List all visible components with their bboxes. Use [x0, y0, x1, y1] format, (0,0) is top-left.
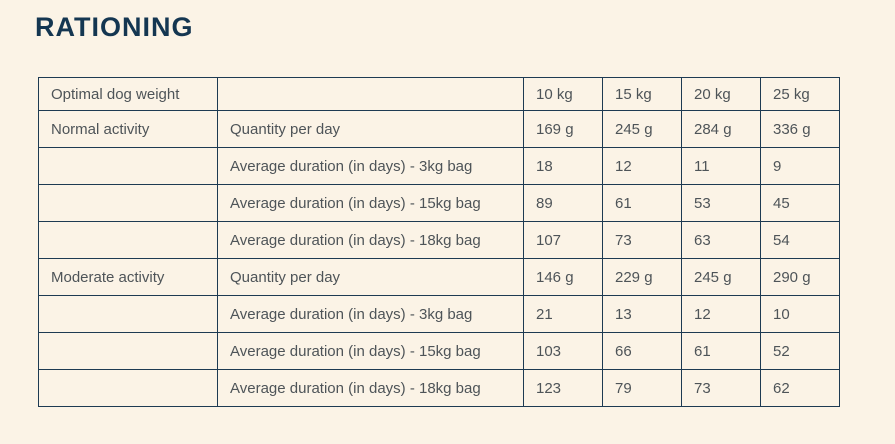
table-value-cell: 89: [523, 184, 603, 222]
table-value-cell: 73: [681, 369, 761, 407]
table-row: Average duration (in days) - 3kg bag 18 12…: [38, 147, 840, 185]
rationing-table-body: Optimal dog weight 10 kg 15 kg 20 kg 25 kg No…: [38, 77, 840, 407]
table-value-cell: 61: [602, 184, 682, 222]
table-value-cell: 54: [760, 221, 840, 259]
table-value-cell: 20 kg: [681, 77, 761, 111]
table-row: Average duration (in days) - 3kg bag 21 13…: [38, 295, 840, 333]
table-label-cell: Quantity per day: [217, 258, 524, 296]
table-label-cell: [38, 221, 218, 259]
table-value-cell: 63: [681, 221, 761, 259]
table-row: Average duration (in days) - 15kg bag 103…: [38, 332, 840, 370]
table-label-cell: Average duration (in days) - 3kg bag: [217, 147, 524, 185]
page-title: RATIONING: [35, 12, 194, 42]
table-row: Moderate activity Quantity per day 146 g 22…: [38, 258, 840, 296]
table-value-cell: 107: [523, 221, 603, 259]
table-value-cell: 66: [602, 332, 682, 370]
table-value-cell: 103: [523, 332, 603, 370]
table-label-cell: Average duration (in days) - 15kg bag: [217, 332, 524, 370]
table-label-cell: [38, 369, 218, 407]
table-value-cell: 13: [602, 295, 682, 333]
table-value-cell: 284 g: [681, 110, 761, 148]
table-label-cell: Quantity per day: [217, 110, 524, 148]
table-label-cell: Average duration (in days) - 3kg bag: [217, 295, 524, 333]
table-value-cell: 290 g: [760, 258, 840, 296]
table-value-cell: 45: [760, 184, 840, 222]
table-row: Normal activity Quantity per day 169 g 245 …: [38, 110, 840, 148]
table-value-cell: 169 g: [523, 110, 603, 148]
table-value-cell: 25 kg: [760, 77, 840, 111]
table-value-cell: 15 kg: [602, 77, 682, 111]
table-value-cell: 12: [681, 295, 761, 333]
table-label-cell: Average duration (in days) - 18kg bag: [217, 221, 524, 259]
table-value-cell: 53: [681, 184, 761, 222]
table-value-cell: 79: [602, 369, 682, 407]
table-value-cell: 10 kg: [523, 77, 603, 111]
table-value-cell: 21: [523, 295, 603, 333]
table-row: Average duration (in days) - 18kg bag 123…: [38, 369, 840, 407]
table-value-cell: 123: [523, 369, 603, 407]
table-value-cell: 73: [602, 221, 682, 259]
table-value-cell: 229 g: [602, 258, 682, 296]
table-label-cell: Normal activity: [38, 110, 218, 148]
table-label-cell: [217, 77, 524, 111]
table-value-cell: 11: [681, 147, 761, 185]
table-row: Average duration (in days) - 18kg bag 107…: [38, 221, 840, 259]
table-label-cell: [38, 332, 218, 370]
table-label-cell: Average duration (in days) - 18kg bag: [217, 369, 524, 407]
table-label-cell: [38, 184, 218, 222]
table-label-cell: [38, 147, 218, 185]
table-value-cell: 12: [602, 147, 682, 185]
table-value-cell: 52: [760, 332, 840, 370]
table-row: Optimal dog weight 10 kg 15 kg 20 kg 25 kg: [38, 77, 840, 111]
table-value-cell: 9: [760, 147, 840, 185]
table-value-cell: 62: [760, 369, 840, 407]
table-row: Average duration (in days) - 15kg bag 89 6…: [38, 184, 840, 222]
table-value-cell: 245 g: [681, 258, 761, 296]
table-label-cell: [38, 295, 218, 333]
table-value-cell: 10: [760, 295, 840, 333]
table-value-cell: 146 g: [523, 258, 603, 296]
rationing-table: Optimal dog weight 10 kg 15 kg 20 kg 25 kg No…: [38, 77, 840, 407]
table-value-cell: 61: [681, 332, 761, 370]
table-value-cell: 18: [523, 147, 603, 185]
table-value-cell: 245 g: [602, 110, 682, 148]
table-label-cell: Average duration (in days) - 15kg bag: [217, 184, 524, 222]
table-label-cell: Moderate activity: [38, 258, 218, 296]
table-label-cell: Optimal dog weight: [38, 77, 218, 111]
table-value-cell: 336 g: [760, 110, 840, 148]
